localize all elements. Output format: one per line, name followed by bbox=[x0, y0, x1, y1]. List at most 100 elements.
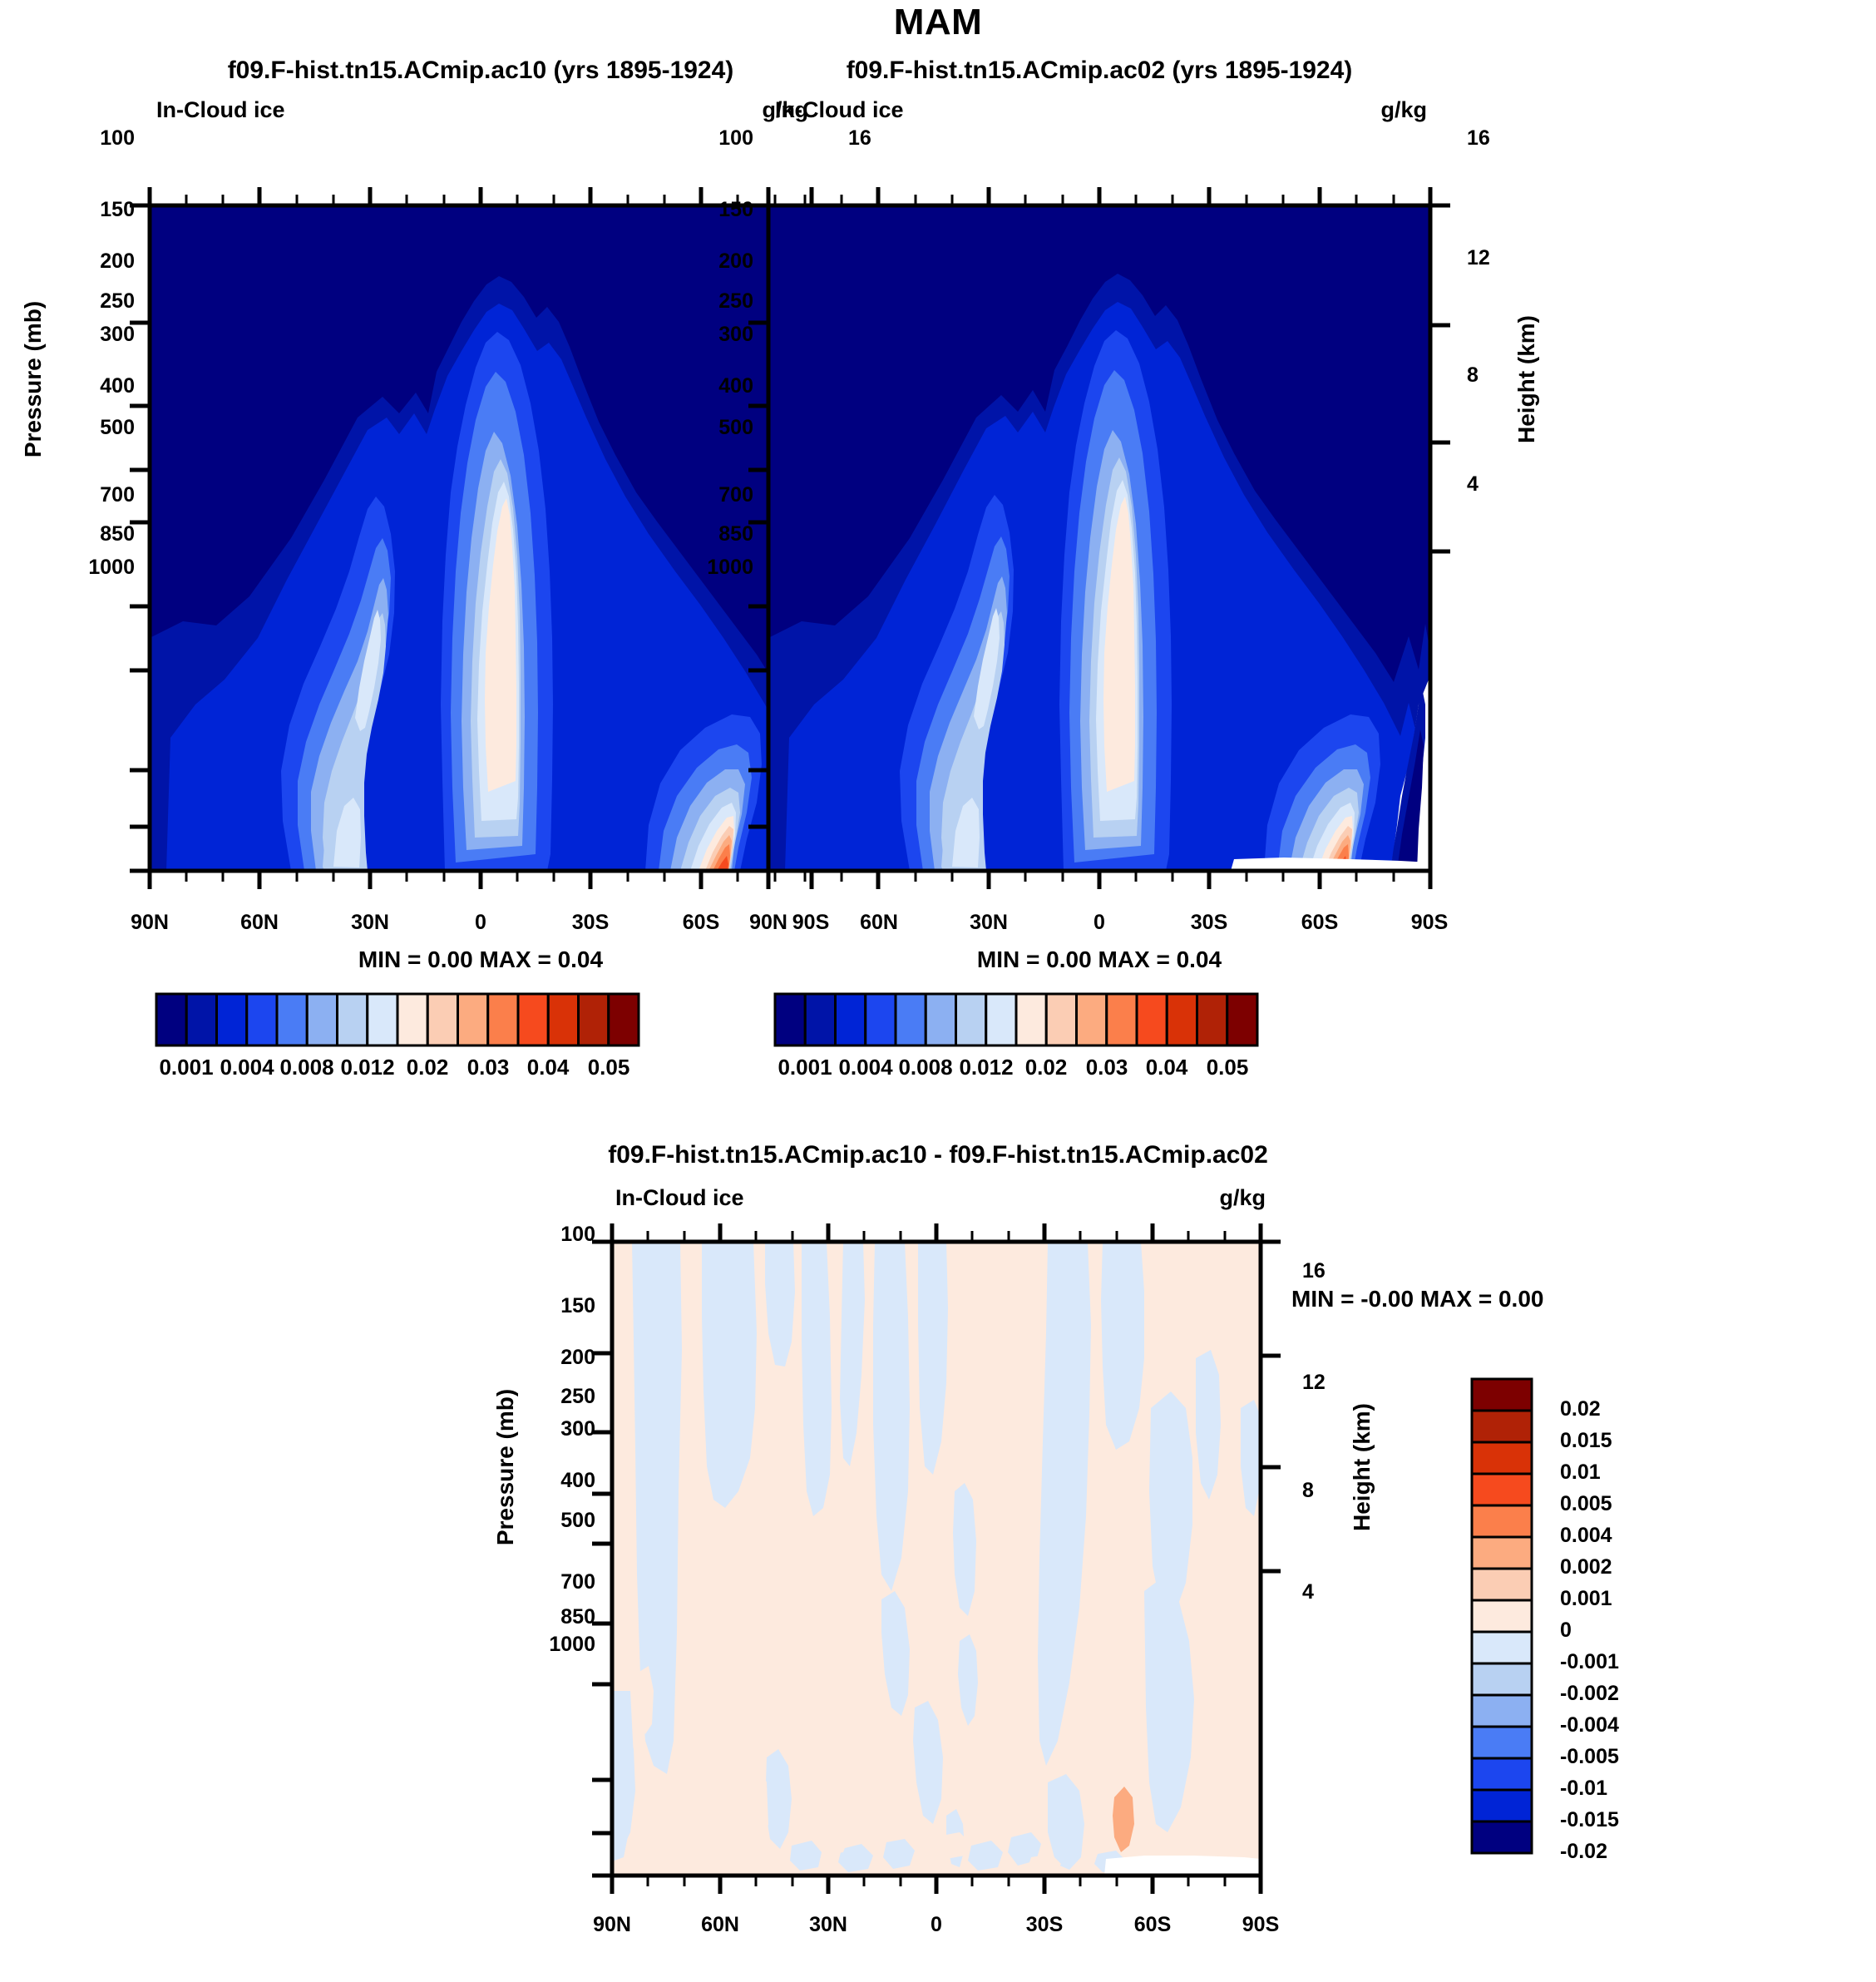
colorbar-swatch bbox=[955, 992, 988, 1047]
colorbar-swatch bbox=[864, 992, 897, 1047]
bottom-top-ticks bbox=[610, 1223, 1263, 1242]
bt-xtick-30S: 30S bbox=[1025, 1913, 1064, 1936]
diff-cbar-label-3: 0.005 bbox=[1560, 1492, 1612, 1515]
colorbar-swatch bbox=[336, 992, 369, 1047]
top-left-contour-fill bbox=[150, 205, 812, 871]
tl-ytick-300: 300 bbox=[100, 323, 135, 346]
diff-cbar-label-1: 0.015 bbox=[1560, 1429, 1612, 1452]
colorbar-swatch bbox=[894, 992, 927, 1047]
top-right-y2-axis-title: Height (km) bbox=[1513, 315, 1539, 443]
tr-cbar-label-4: 0.02 bbox=[1024, 1055, 1068, 1080]
colorbar-swatch bbox=[773, 992, 807, 1047]
diff-cbar-label-12: -0.01 bbox=[1560, 1777, 1607, 1800]
top-left-colorbar[interactable] bbox=[155, 992, 640, 1047]
colorbar-swatch bbox=[546, 992, 580, 1047]
top-left-panel-title: f09.F-hist.tn15.ACmip.ac10 (yrs 1895-192… bbox=[227, 57, 734, 84]
bt-ytick-700: 700 bbox=[560, 1570, 595, 1594]
colorbar-swatch bbox=[1470, 1820, 1533, 1855]
bottom-contour-fill bbox=[612, 1242, 1261, 1876]
tr-ytick-1000: 1000 bbox=[707, 556, 753, 579]
tl-cbar-label-1: 0.004 bbox=[220, 1055, 274, 1080]
main-title: MAM bbox=[893, 2, 983, 42]
tl-cbar-label-7: 0.05 bbox=[587, 1055, 630, 1080]
bottom-y2-axis-title: Height (km) bbox=[1349, 1403, 1375, 1531]
tr-ytick-300: 300 bbox=[718, 323, 753, 346]
bottom-minmax: MIN = -0.00 MAX = 0.00 bbox=[1291, 1286, 1544, 1312]
top-right-colorbar[interactable] bbox=[773, 992, 1259, 1047]
tr-ytick-100: 100 bbox=[718, 126, 753, 150]
colorbar-swatch bbox=[834, 992, 867, 1047]
tr-ytick-250: 250 bbox=[718, 289, 753, 313]
bottom-variable-label: In-Cloud ice bbox=[615, 1185, 744, 1210]
tr-ytick-150: 150 bbox=[718, 198, 753, 221]
bottom-left-ticks bbox=[592, 1239, 612, 1878]
colorbar-swatch bbox=[1470, 1788, 1533, 1823]
colorbar-swatch bbox=[1165, 992, 1198, 1047]
tl-ytick-150: 150 bbox=[100, 198, 135, 221]
colorbar-swatch bbox=[1226, 992, 1259, 1047]
tr-cbar-label-3: 0.012 bbox=[959, 1055, 1014, 1080]
top-right-right-ticks bbox=[1430, 203, 1450, 554]
diff-cbar-label-6: 0.001 bbox=[1560, 1587, 1612, 1610]
colorbar-swatch bbox=[1470, 1409, 1533, 1444]
tr-xtick-90N: 90N bbox=[749, 911, 787, 934]
colorbar-swatch bbox=[985, 992, 1018, 1047]
colorbar-swatch bbox=[245, 992, 279, 1047]
top-left-left-ticks bbox=[130, 203, 150, 873]
bt-xtick-60S: 60S bbox=[1133, 1913, 1172, 1936]
diff-cbar-label-5: 0.002 bbox=[1560, 1555, 1612, 1579]
bt-y2tick-12: 12 bbox=[1302, 1371, 1326, 1394]
top-left-y-axis-title: Pressure (mb) bbox=[20, 300, 46, 458]
bt-ytick-200: 200 bbox=[560, 1346, 595, 1369]
tl-xtick-90S: 90S bbox=[792, 911, 830, 934]
colorbar-swatch bbox=[803, 992, 837, 1047]
colorbar-swatch bbox=[1470, 1599, 1533, 1634]
top-left-variable-label: In-Cloud ice bbox=[156, 97, 285, 122]
diff-cbar-label-13: -0.015 bbox=[1560, 1808, 1619, 1831]
colorbar-swatch bbox=[516, 992, 550, 1047]
colorbar-swatch bbox=[1075, 992, 1108, 1047]
tl-ytick-250: 250 bbox=[100, 289, 135, 313]
tl-ytick-850: 850 bbox=[100, 522, 135, 546]
top-right-variable-label: In-Cloud ice bbox=[775, 97, 904, 122]
tr-y2tick-4: 4 bbox=[1467, 472, 1479, 496]
tr-xtick-60N: 60N bbox=[860, 911, 898, 934]
colorbar-swatch bbox=[1470, 1693, 1533, 1728]
tr-y2tick-8: 8 bbox=[1467, 363, 1479, 387]
difference-colorbar[interactable] bbox=[1470, 1377, 1533, 1855]
bottom-bottom-ticks bbox=[610, 1876, 1263, 1894]
tr-ytick-700: 700 bbox=[718, 483, 753, 507]
colorbar-swatch bbox=[305, 992, 338, 1047]
bt-ytick-500: 500 bbox=[560, 1509, 595, 1532]
colorbar-swatch bbox=[155, 992, 188, 1047]
colorbar-swatch bbox=[1470, 1472, 1533, 1507]
tr-cbar-label-1: 0.004 bbox=[838, 1055, 893, 1080]
colorbar-swatch bbox=[1470, 1662, 1533, 1697]
diff-cbar-label-4: 0.004 bbox=[1560, 1524, 1612, 1547]
tr-ytick-400: 400 bbox=[718, 374, 753, 398]
colorbar-swatch bbox=[577, 992, 610, 1047]
colorbar-swatch bbox=[1044, 992, 1078, 1047]
top-right-top-ticks bbox=[766, 187, 1433, 205]
top-right-left-ticks bbox=[748, 203, 768, 873]
tr-y2tick-16: 16 bbox=[1467, 126, 1490, 150]
bt-xtick-90N: 90N bbox=[593, 1913, 631, 1936]
tl-xtick-30N: 30N bbox=[351, 911, 389, 934]
colorbar-swatch bbox=[366, 992, 399, 1047]
bt-ytick-1000: 1000 bbox=[549, 1633, 595, 1656]
bt-ytick-400: 400 bbox=[560, 1469, 595, 1492]
tl-xtick-90N: 90N bbox=[131, 911, 169, 934]
tl-ytick-200: 200 bbox=[100, 250, 135, 273]
colorbar-swatch bbox=[486, 992, 520, 1047]
tr-ytick-500: 500 bbox=[718, 416, 753, 439]
bt-y2tick-8: 8 bbox=[1302, 1479, 1314, 1502]
bt-y2tick-4: 4 bbox=[1302, 1580, 1314, 1604]
colorbar-swatch bbox=[1470, 1504, 1533, 1539]
bt-ytick-850: 850 bbox=[560, 1605, 595, 1629]
bt-ytick-250: 250 bbox=[560, 1385, 595, 1408]
colorbar-swatch bbox=[1105, 992, 1138, 1047]
colorbar-swatch bbox=[457, 992, 490, 1047]
diff-cbar-label-10: -0.004 bbox=[1560, 1713, 1619, 1737]
tr-xtick-30N: 30N bbox=[970, 911, 1008, 934]
tl-cbar-label-4: 0.02 bbox=[406, 1055, 449, 1080]
